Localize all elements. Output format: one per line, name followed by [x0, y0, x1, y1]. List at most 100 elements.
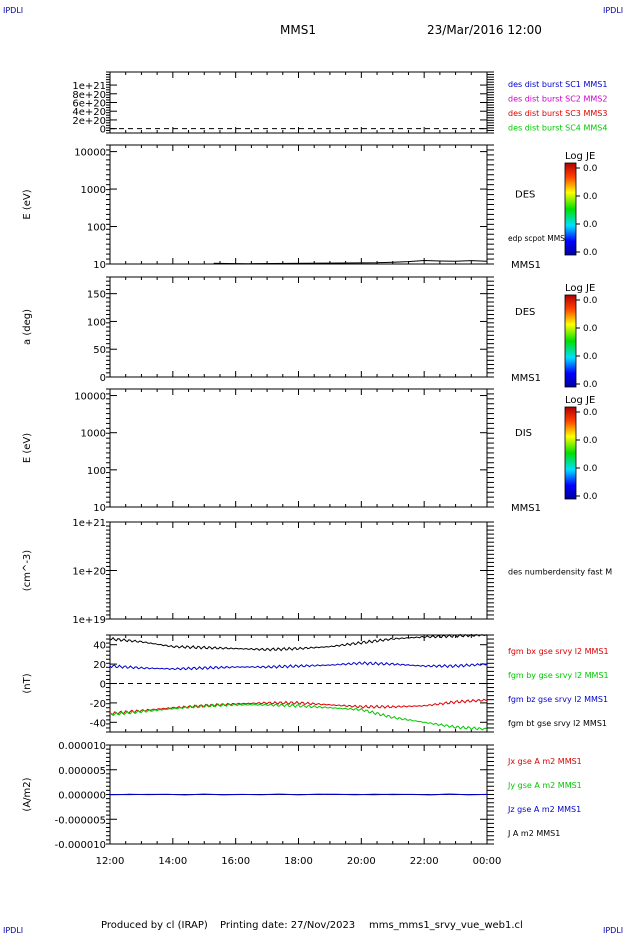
y-tick-label: 1000: [81, 185, 106, 196]
y-tick-label: 8e+20: [72, 90, 106, 101]
panel-frame: [109, 144, 488, 265]
y-tick-label: 0.000005: [58, 766, 106, 777]
y-axis-label: E (eV): [22, 433, 33, 463]
panel-label: DIS: [515, 428, 532, 439]
legend-entry: des numberdensity fast M: [508, 568, 612, 577]
scpot-line: [213, 259, 488, 265]
datetime-title: 23/Mar/2016 12:00: [427, 23, 542, 37]
series-line: [109, 661, 488, 671]
colorbar-title: Log JE: [565, 395, 595, 406]
y-tick-label: 2e+20: [72, 116, 106, 127]
x-tick-label: 22:00: [410, 856, 439, 867]
ipdli-label-right: IPDLI: [603, 6, 623, 15]
colorbar-tick-label: 0.0: [583, 220, 598, 230]
colorbar-tick-label: 0.0: [583, 380, 598, 390]
legend-entry: fgm bx gse srvy l2 MMS1: [508, 647, 609, 656]
legend-entry: fgm bt gse srvy l2 MMS1: [508, 719, 607, 728]
legend-entry: des dist burst SC1 MMS1: [508, 80, 607, 89]
colorbar-tick-label: 0.0: [583, 192, 598, 202]
x-tick-label: 20:00: [347, 856, 376, 867]
y-tick-label: 150: [87, 290, 106, 301]
colorbar: [564, 406, 577, 500]
legend-entry: des dist burst SC2 MMS2: [508, 95, 607, 104]
x-tick-label: 12:00: [96, 856, 125, 867]
ipdli-label-bottom-right: IPDLI: [603, 926, 623, 934]
x-tick-label: 14:00: [158, 856, 187, 867]
ipdli-label-bottom-left: IPDLI: [3, 926, 23, 934]
panel-label: DES: [515, 307, 535, 318]
colorbar: [564, 162, 577, 256]
footer-filename: mms_mms1_srvy_vue_web1.cl: [369, 920, 523, 931]
colorbar-tick-label: 0.0: [583, 492, 598, 502]
colorbar: [564, 294, 577, 388]
footer-produced: Produced by cl (IRAP): [101, 920, 208, 931]
colorbar-tick-label: 0.0: [583, 408, 598, 418]
y-tick-label: 0.000000: [58, 791, 106, 802]
panel-2: 10000 1000 100 10 E (eV) DES MMS1 edp scpot MMS…: [22, 144, 598, 271]
y-tick-label: 0: [100, 373, 106, 384]
legend-entry: Jx gse A m2 MMS1: [507, 757, 582, 766]
spacecraft-label: MMS1: [511, 373, 541, 384]
colorbar-tick-label: 0.0: [583, 464, 598, 474]
line-label: edp scpot MMS1: [508, 234, 570, 243]
colorbar-tick-label: 0.0: [583, 164, 598, 174]
y-tick-label: 4e+20: [72, 107, 106, 118]
colorbar-title: Log JE: [565, 283, 595, 294]
x-tick-label: 16:00: [221, 856, 250, 867]
spacecraft-label: MMS1: [511, 260, 541, 271]
colorbar-tick-label: 0.0: [583, 436, 598, 446]
x-tick-label: 18:00: [284, 856, 313, 867]
legend-entry: des dist burst SC4 MMS4: [508, 124, 607, 133]
y-tick-label: 100: [87, 466, 106, 477]
panel-7: 0.000010 0.000005 0.000000 -0.000005 -0.0000…: [22, 741, 582, 851]
panel-frame: [109, 71, 488, 134]
legend-entry: J A m2 MMS1: [507, 829, 560, 838]
series-line: [109, 633, 488, 652]
y-tick-label: 0: [100, 125, 106, 136]
footer-printing-date: Printing date: 27/Nov/2023: [220, 920, 355, 931]
y-tick-label: -40: [90, 718, 106, 729]
y-tick-label: -0.000010: [55, 840, 106, 851]
x-tick-label: 00:00: [473, 856, 502, 867]
colorbar-title: Log JE: [565, 151, 595, 162]
y-tick-label: 1000: [81, 429, 106, 440]
legend-entry: fgm bz gse srvy l2 MMS1: [508, 695, 608, 704]
panel-frame: [109, 521, 488, 620]
colorbar-tick-label: 0.0: [583, 296, 598, 306]
y-tick-label: 100: [87, 317, 106, 328]
y-axis-label: (nT): [22, 673, 33, 693]
y-tick-label: 0.000010: [58, 741, 106, 752]
ipdli-label-left: IPDLI: [3, 6, 23, 15]
y-axis-label: a (deg): [22, 309, 33, 345]
panel-4: 10000 1000 100 10 E (eV) DIS MMS1 Log JE 0.0 0.0 0…: [22, 388, 598, 514]
colorbar-tick-label: 0.0: [583, 324, 598, 334]
spacecraft-title: MMS1: [280, 23, 316, 37]
series-line: [109, 793, 488, 796]
panel-3: 150 100 50 0 a (deg) DES MMS1 Log JE 0.0 0.0 0.0 0.…: [22, 276, 598, 390]
colorbar-tick-label: 0.0: [583, 248, 598, 258]
y-tick-label: 10000: [74, 148, 106, 159]
y-tick-label: 20: [93, 660, 106, 671]
legend-entry: Jz gse A m2 MMS1: [507, 805, 581, 814]
y-tick-label: 1e+19: [72, 615, 106, 626]
panel-6: 40 20 0 -20 -40 (nT) fgm bx gse srvy l2 MMS1 fg…: [22, 633, 609, 733]
y-tick-label: 10: [93, 260, 106, 271]
y-axis-label: E (eV): [22, 189, 33, 219]
y-axis-label: (A/m2): [22, 777, 33, 811]
y-tick-label: 1e+20: [72, 567, 106, 578]
y-tick-label: 0: [100, 680, 106, 691]
time-axis: 12:00 14:00 16:00 18:00 20:00 22:00 00:00: [96, 856, 502, 867]
y-tick-label: 1e+21: [72, 518, 106, 529]
y-tick-label: 50: [93, 345, 106, 356]
y-axis-label: (cm^-3): [22, 550, 33, 591]
legend-entry: fgm by gse srvy l2 MMS1: [508, 671, 609, 680]
panel-frame: [109, 388, 488, 508]
panel-frame: [109, 276, 488, 378]
y-tick-label: 10: [93, 503, 106, 514]
legend-entry: Jy gse A m2 MMS1: [507, 781, 582, 790]
colorbar-tick-label: 0.0: [583, 352, 598, 362]
y-tick-label: -0.000005: [55, 815, 106, 826]
